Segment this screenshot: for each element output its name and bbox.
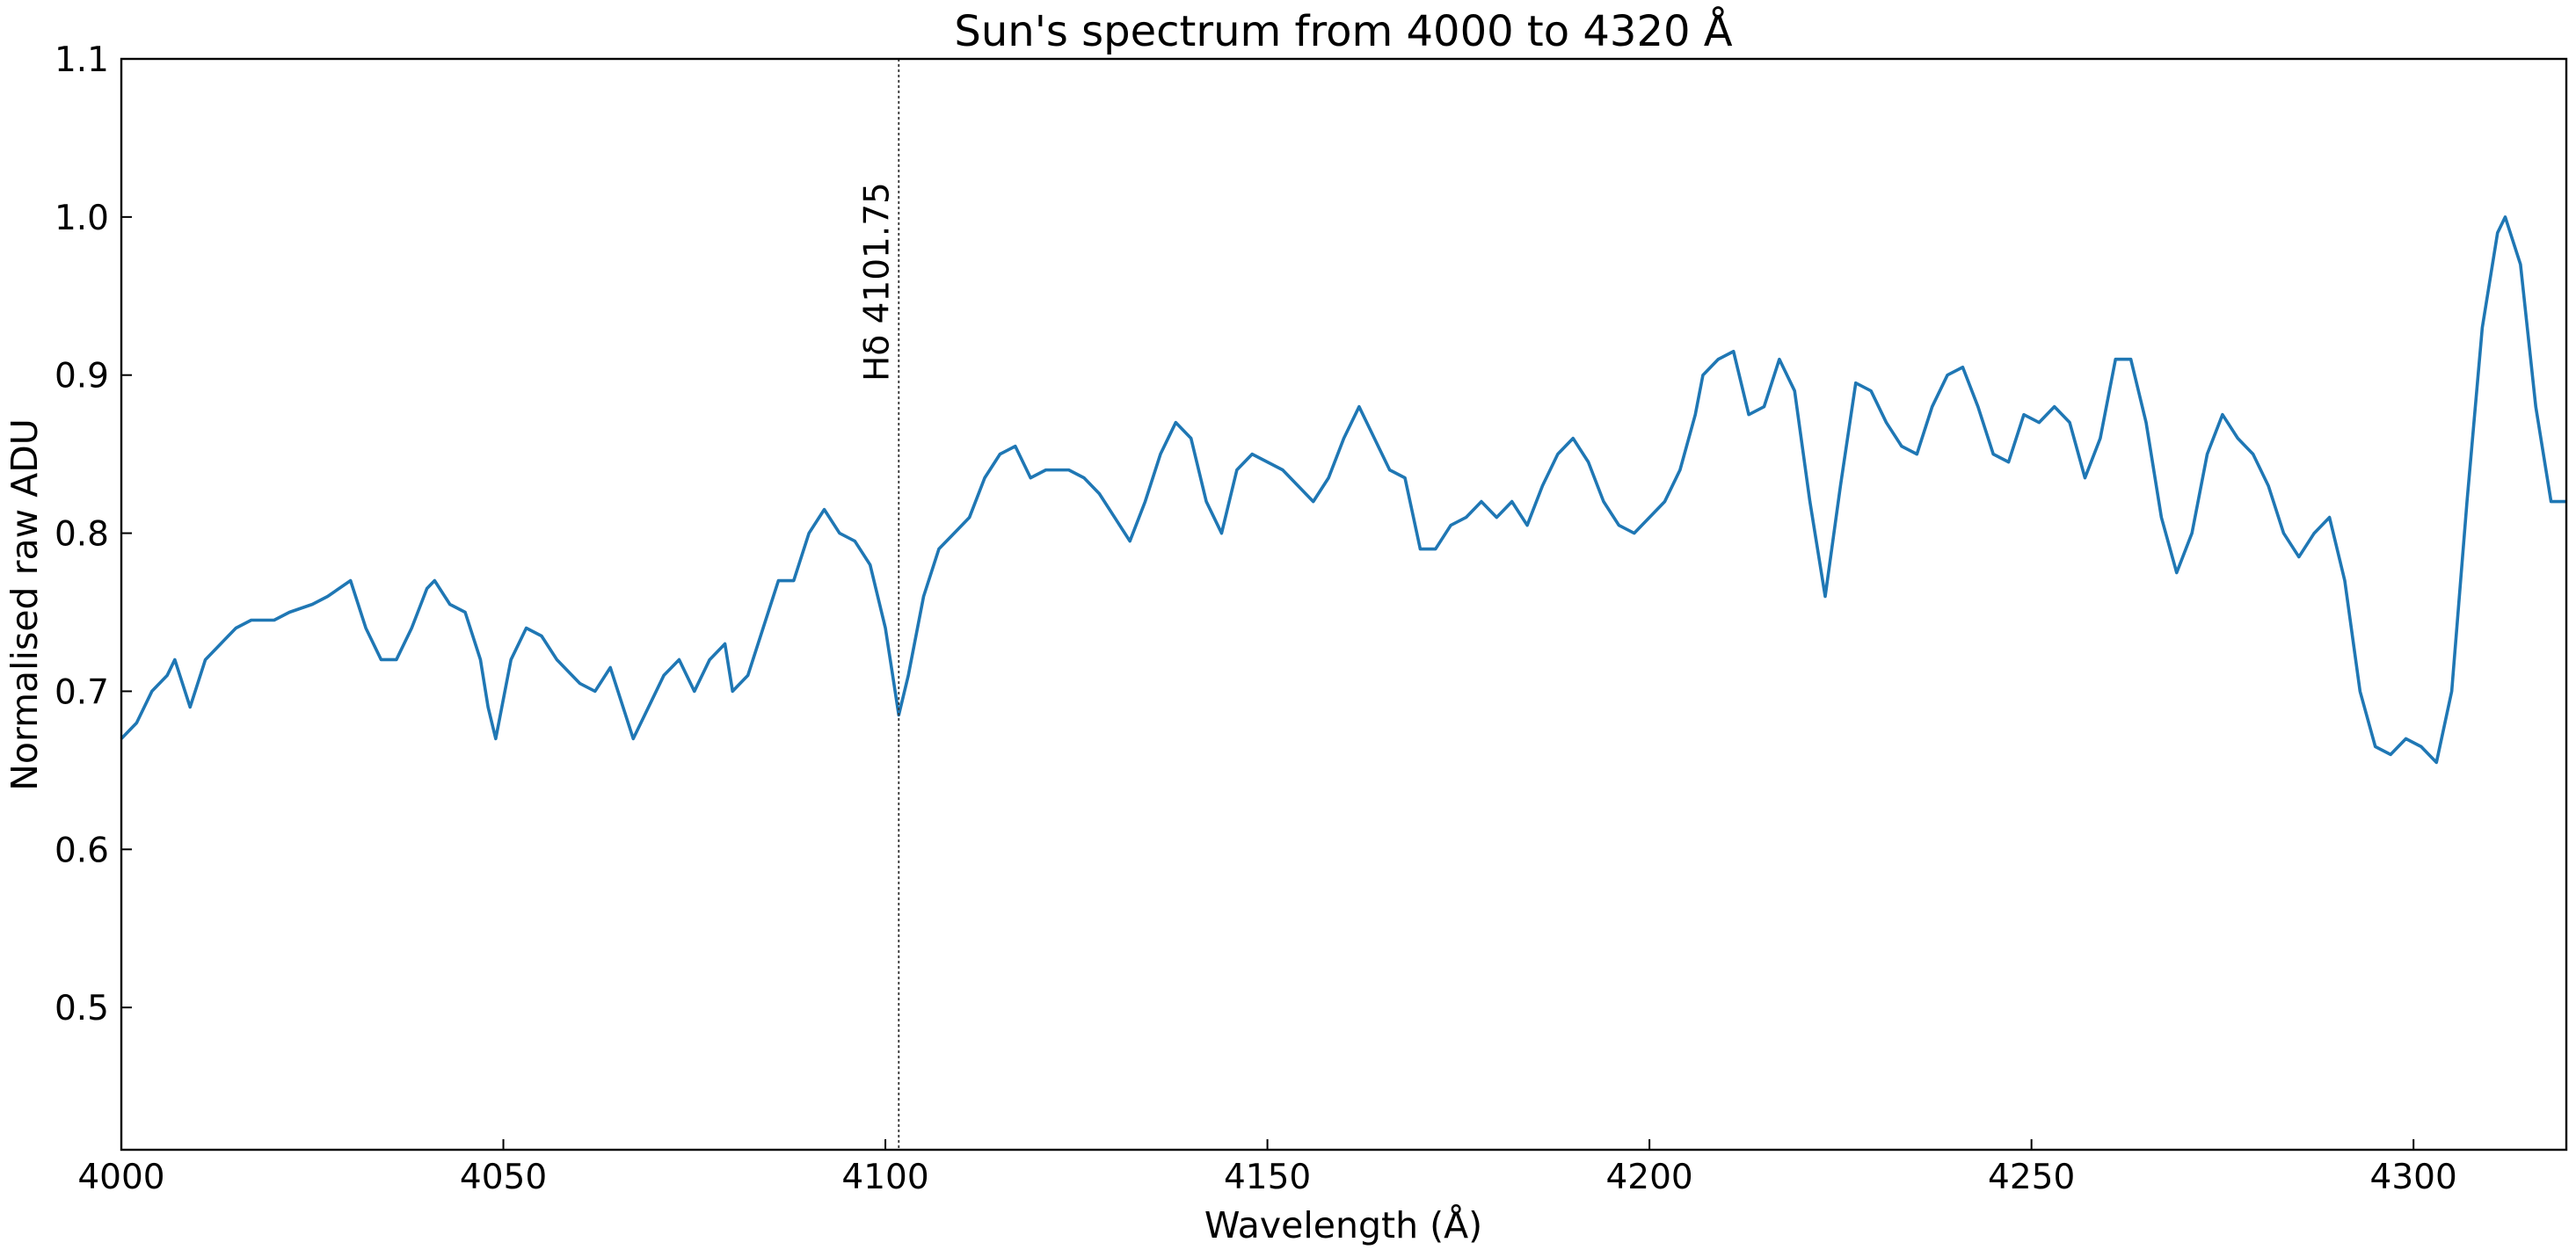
x-tick-label: 4250 [1988,1158,2075,1197]
y-tick-label: 1.0 [55,199,109,238]
y-tick-label: 0.7 [55,672,109,712]
y-axis-label: Normalised raw ADU [4,418,46,791]
chart-title: Sun's spectrum from 4000 to 4320 Å [954,6,1732,56]
x-axis-label: Wavelength (Å) [1204,1204,1482,1246]
y-tick-label: 1.1 [55,40,109,80]
x-tick-label: 4200 [1605,1158,1692,1197]
y-tick-label: 0.5 [55,989,109,1028]
x-tick-label: 4100 [841,1158,928,1197]
x-tick-label: 4150 [1224,1158,1311,1197]
y-tick-label: 0.8 [55,515,109,555]
y-tick-label: 0.9 [55,357,109,396]
x-tick-label: 4000 [77,1158,164,1197]
y-tick-label: 0.6 [55,831,109,870]
annotation-label: Hδ 4101.75 [857,182,897,381]
x-tick-label: 4050 [460,1158,547,1197]
spectrum-line [120,215,2566,765]
plot-frame [120,57,2568,1152]
x-tick-label: 4300 [2370,1158,2457,1197]
